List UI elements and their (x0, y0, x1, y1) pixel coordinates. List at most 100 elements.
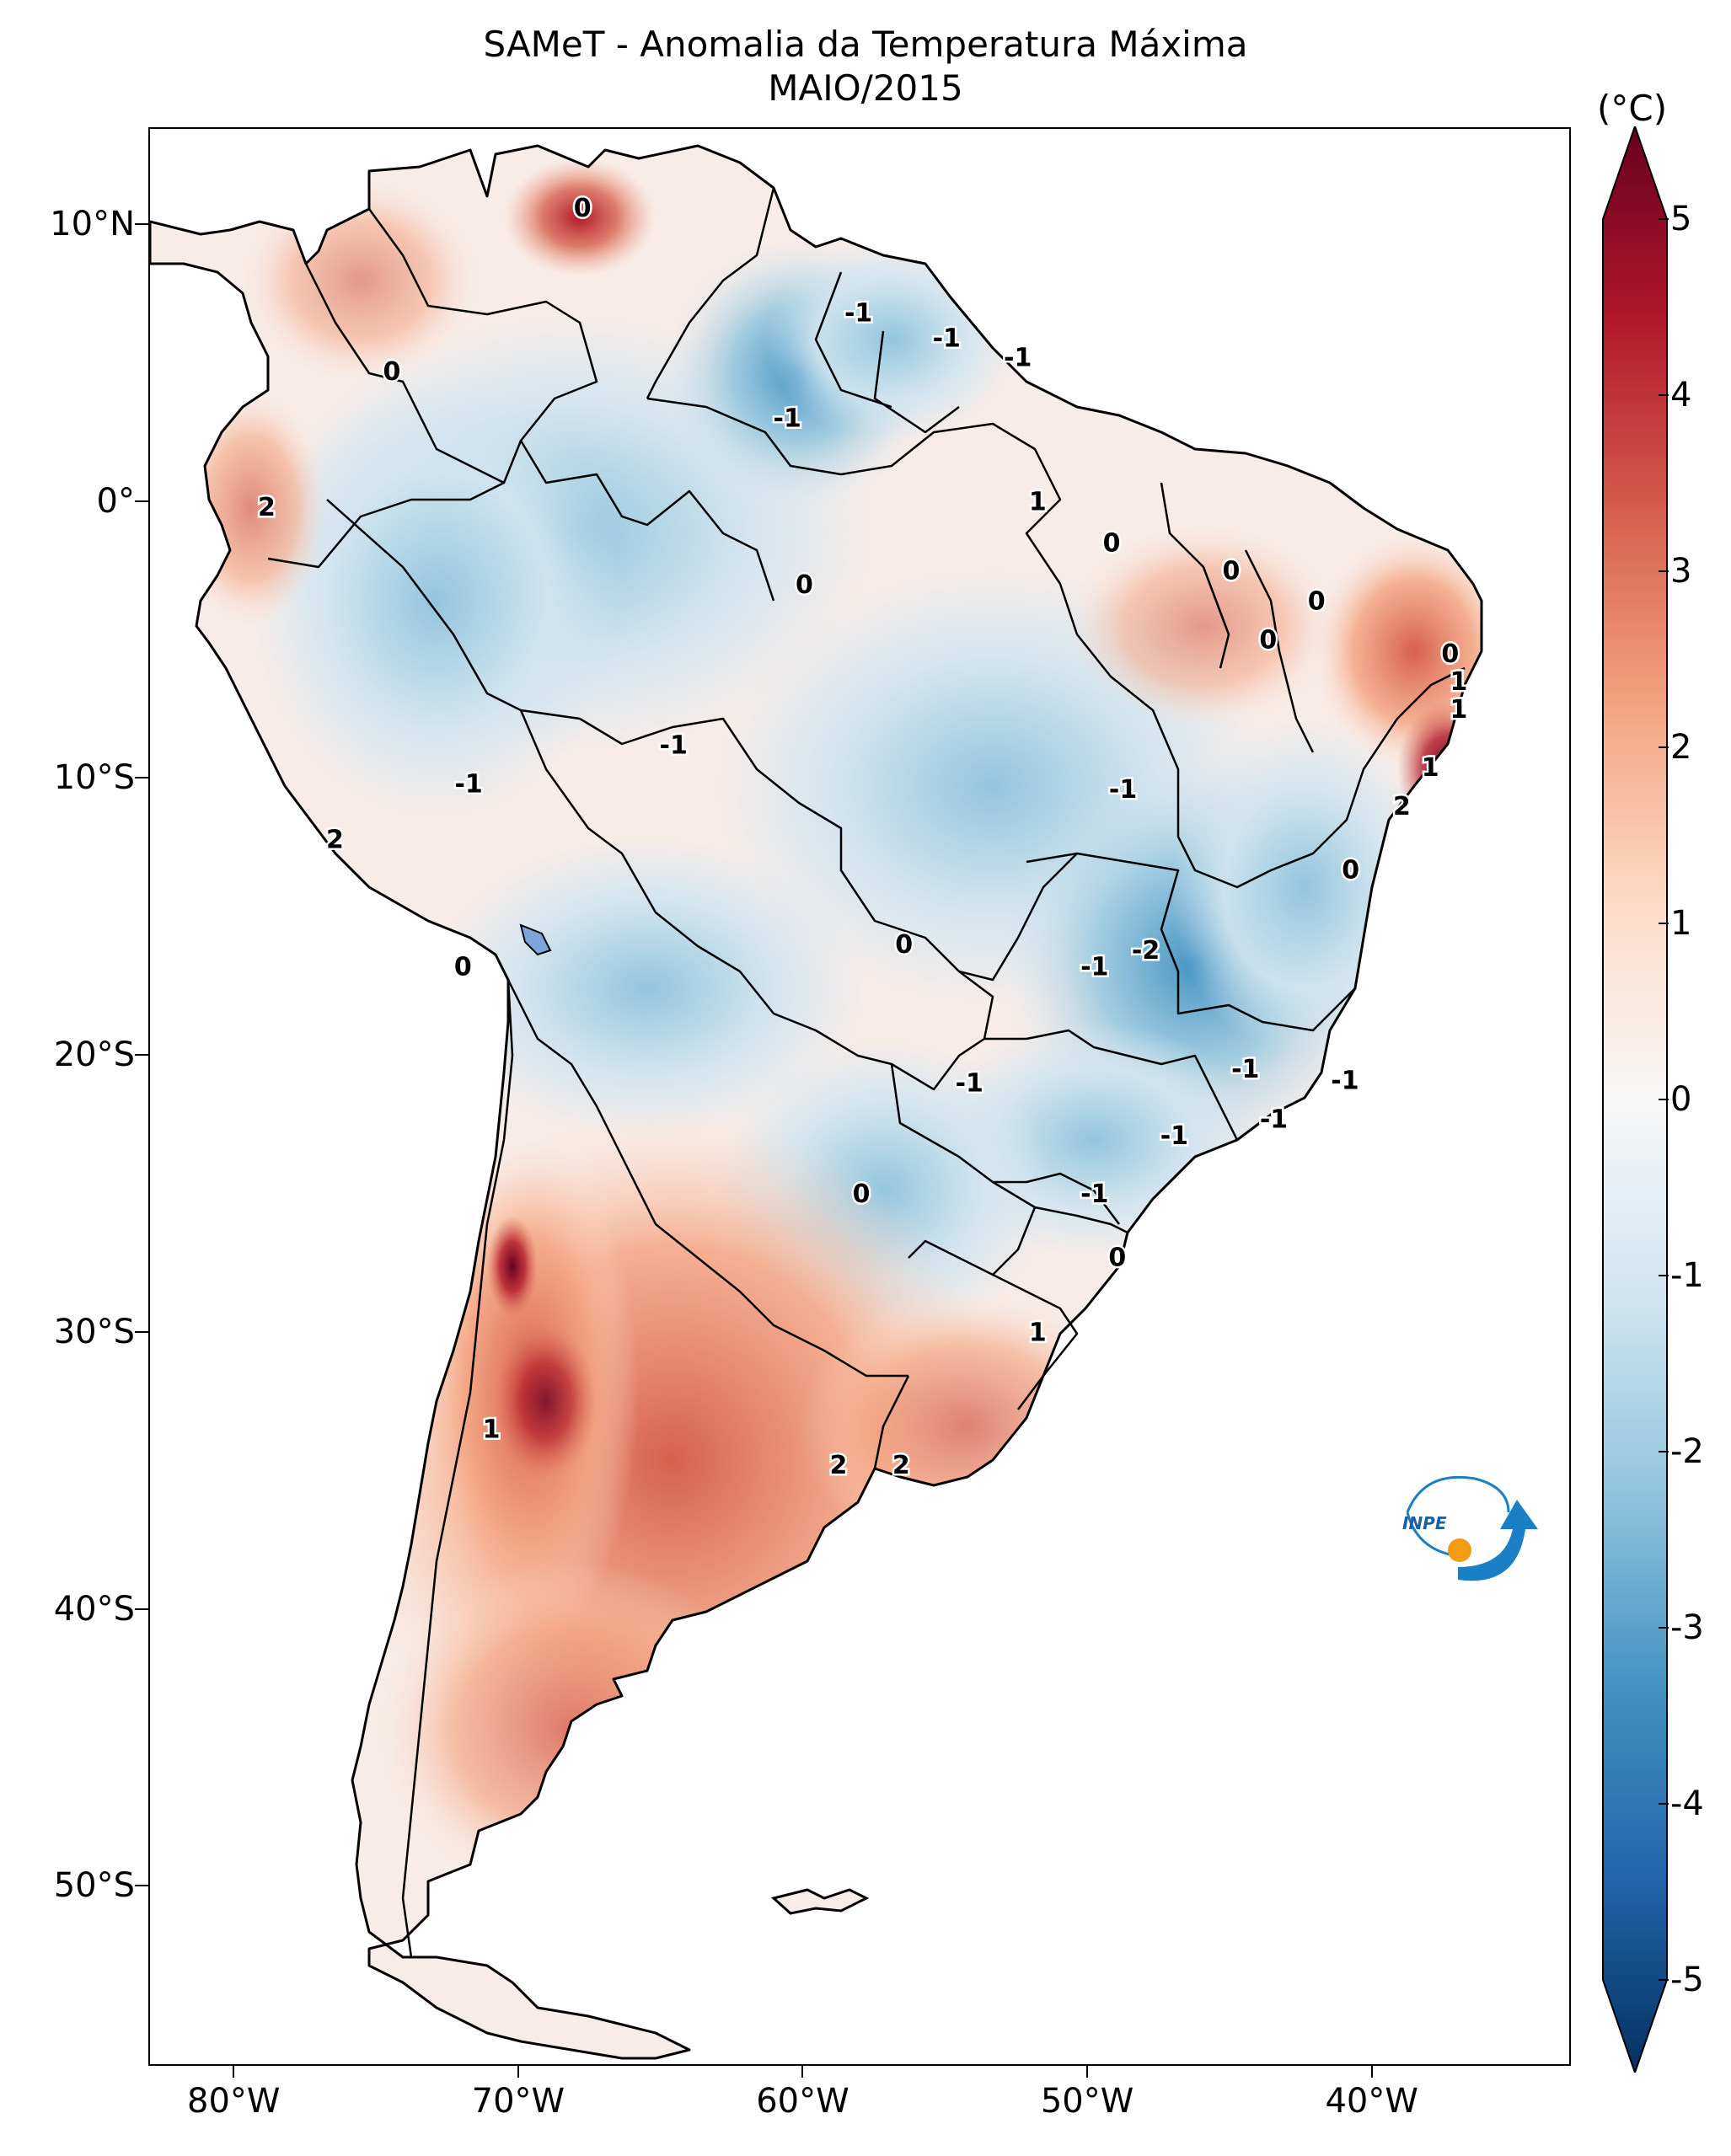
inpe-logo (1406, 1475, 1538, 1581)
border-brazil-north (519, 440, 775, 602)
contour-label: 2 (892, 1451, 910, 1480)
colorbar-tick-mark (1659, 218, 1669, 220)
hot-anomaly-alagoas (1397, 702, 1482, 837)
colorbar-tick-label: 5 (1670, 200, 1692, 238)
colorbar-tick-mark (1659, 1275, 1669, 1276)
latitude-tick-label: 10°N (50, 205, 135, 244)
contour-label: -1 (1160, 1121, 1188, 1151)
logo-swoosh-arrow (1458, 1500, 1538, 1581)
colorbar-tick-mark (1659, 1451, 1669, 1452)
colorbar-tick-label: -3 (1670, 1608, 1704, 1647)
border-parana (993, 1172, 1120, 1225)
latitude-tick-label: 10°S (53, 758, 135, 798)
longitude-tick-mark (1370, 2066, 1373, 2078)
contour-label: 0 (454, 953, 472, 982)
latitude-tick-mark (135, 1054, 148, 1057)
colorbar-tick-label: -4 (1670, 1784, 1704, 1823)
border-piaui-ceara (1244, 549, 1315, 753)
colorbar-gradient (1602, 126, 1668, 2073)
border-brazil-guianas (646, 397, 1079, 635)
contour-label: -2 (1132, 936, 1160, 966)
contour-label: 1 (1029, 1318, 1047, 1347)
political-borders (267, 187, 1466, 1958)
contour-label: 1 (1422, 753, 1439, 783)
latitude-tick-mark (135, 1608, 148, 1610)
contour-label: -1 (1004, 343, 1032, 372)
contour-label: 0 (574, 194, 592, 223)
contour-label: 0 (1222, 556, 1240, 586)
border-santa-catarina (1034, 1206, 1128, 1234)
warm-anomaly-venezuela (504, 158, 656, 276)
border-venezuela-guyana (646, 187, 775, 399)
longitude-tick-label: 50°W (1040, 2082, 1134, 2121)
cool-anomaly-bolivia (428, 837, 866, 1140)
border-colombia-venezuela (367, 208, 598, 484)
border-brazilian-states-central (1026, 852, 1356, 1032)
contour-label: 1 (483, 1415, 501, 1444)
longitude-tick-label: 70°W (471, 2082, 565, 2121)
logo-orbit-lower (1406, 1511, 1450, 1556)
contour-label: -1 (454, 770, 482, 800)
contour-label: -1 (1109, 775, 1137, 805)
border-bolivia-brazil (579, 717, 960, 972)
border-peru-brazil (326, 499, 581, 720)
border-bolivia-west (519, 709, 741, 973)
lake-titicaca (519, 923, 552, 956)
border-guyana-suriname (814, 271, 892, 409)
contour-label: -1 (1260, 1105, 1288, 1134)
contour-label: 0 (895, 930, 913, 960)
contour-label: 0 (383, 357, 401, 387)
colorbar-tick-mark (1659, 1803, 1669, 1805)
colorbar-tick-label: 1 (1670, 904, 1692, 943)
border-brazil-uruguay (992, 1273, 1079, 1410)
cool-anomaly-peru (251, 382, 622, 820)
latitude-tick-mark (135, 777, 148, 779)
latitude-tick-mark (135, 500, 148, 502)
colorbar-tick-label: -5 (1670, 1961, 1704, 1999)
colorbar-unit: (°C) (1597, 88, 1668, 129)
contour-label: -1 (1080, 1180, 1108, 1209)
border-uruguay-argentina (873, 1375, 910, 1469)
longitude-tick-mark (233, 2066, 235, 2078)
warm-anomaly-colombia (243, 179, 479, 382)
border-maranhao (1160, 482, 1230, 669)
hot-anomaly-chile-north (487, 1216, 538, 1317)
border-sao-paulo (984, 1029, 1239, 1141)
colorbar-tick-mark (1659, 1979, 1669, 1981)
warm-anomaly-ecuador (175, 390, 327, 626)
latitude-tick-label: 20°S (53, 1035, 135, 1075)
border-mato-grosso (958, 853, 1078, 982)
colorbar-tick-label: -2 (1670, 1432, 1704, 1471)
latitude-tick-mark (135, 1330, 148, 1333)
contour-label: -1 (1080, 953, 1108, 982)
logo-wordmark: INPE (1402, 1513, 1447, 1533)
contour-label: -1 (844, 299, 872, 329)
contour-label: -1 (1231, 1055, 1259, 1084)
longitude-tick-label: 60°W (756, 2082, 849, 2121)
latitude-tick-label: 0° (96, 481, 135, 521)
warm-anomaly-maranhao (1069, 525, 1338, 727)
map-panel: 0 -1 -1 -1 0 -1 2 1 0 0 0 0 0 0 1 1 1 -1 -1 -1 2 2 0 0 -2 -1 0 -1 -1… (148, 127, 1571, 2066)
coastline (150, 144, 1483, 2060)
contour-label: 0 (1308, 587, 1326, 617)
logo-orbit-arc (1406, 1475, 1510, 1513)
border-brazilian-states-north (1076, 634, 1466, 889)
longitude-tick-mark (801, 2066, 804, 2078)
contour-label: -1 (774, 404, 801, 434)
border-chile-argentina-north (506, 979, 908, 1378)
colorbar-tick-label: 0 (1670, 1080, 1692, 1119)
colorbar-tick-mark (1659, 923, 1669, 924)
border-paraguay-argentina (890, 1063, 1037, 1276)
longitude-tick-mark (1086, 2066, 1089, 2078)
falkland-islands (770, 1888, 870, 1915)
contour-label: 0 (853, 1180, 871, 1209)
contour-label: 0 (796, 570, 813, 600)
contour-label: 0 (1259, 626, 1277, 655)
contour-label: 0 (1342, 855, 1359, 885)
latitude-tick-label: 40°S (53, 1589, 135, 1629)
contour-label: 1 (1450, 695, 1468, 725)
border-suriname-french-guiana (873, 330, 960, 434)
latitude-tick-label: 50°S (53, 1866, 135, 1906)
latitude-tick-label: 30°S (53, 1312, 135, 1351)
